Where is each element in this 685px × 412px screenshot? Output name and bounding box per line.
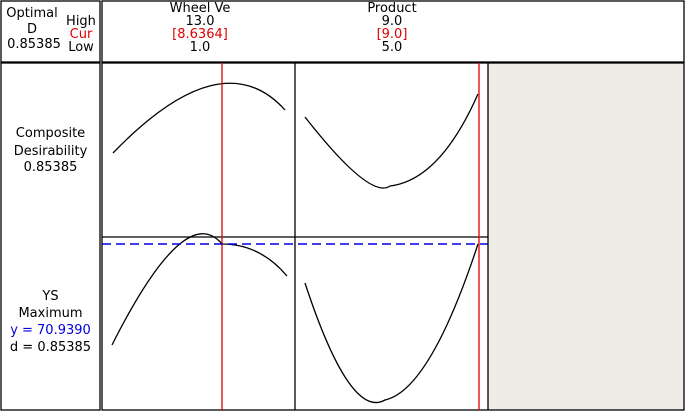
response-curve [304, 93, 479, 189]
empty-panel [488, 63, 684, 410]
factor-cur: [9.0] [376, 27, 408, 42]
goal-label: Maximum [18, 306, 83, 321]
factor-high: 13.0 [185, 14, 215, 29]
cur-label: Cur [69, 27, 93, 42]
row-label: YS [42, 289, 59, 304]
label-column [0, 62, 101, 411]
d-label: D [26, 22, 37, 37]
d-value: d = 0.85385 [9, 340, 92, 355]
row-value: 0.85385 [23, 160, 78, 175]
factor-name: Wheel Ve [169, 1, 231, 16]
response-curve [112, 82, 286, 154]
high-label: High [66, 14, 96, 29]
low-label: Low [68, 40, 94, 55]
factor-cur: [8.6364] [172, 27, 228, 42]
header-box [0, 0, 101, 63]
optimal-label: Optimal [6, 6, 58, 21]
y-value: y = 70.9390 [10, 323, 91, 338]
factor-high: 9.0 [381, 14, 403, 29]
factor-low: 1.0 [189, 40, 211, 55]
factor-name: Product [367, 1, 417, 16]
factor-low: 5.0 [381, 40, 403, 55]
d-value: 0.85385 [7, 37, 61, 52]
response-curve [111, 233, 288, 346]
factor-header-box [101, 0, 685, 63]
row-label: Composite Desirability [13, 126, 88, 159]
response-curve [304, 243, 479, 404]
